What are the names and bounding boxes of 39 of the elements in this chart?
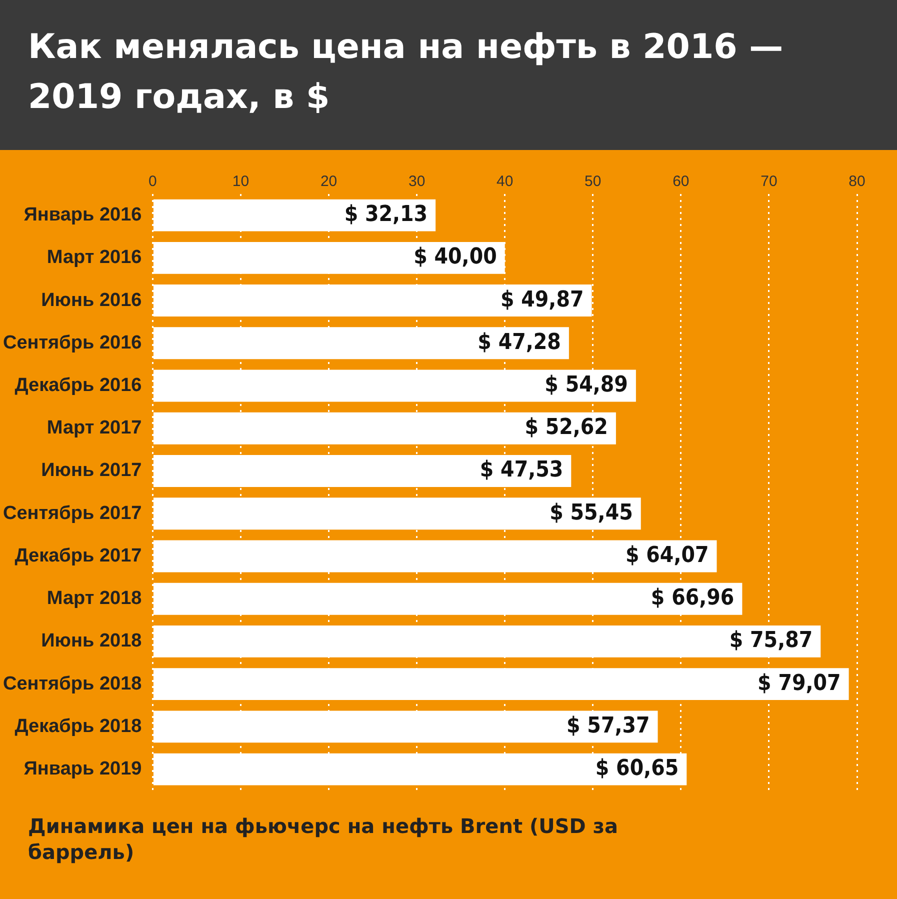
x-tick-label: 30	[408, 173, 426, 190]
data-label: $ 60,65	[595, 756, 679, 782]
data-label: $ 52,62	[524, 415, 608, 440]
data-label: $ 79,07	[758, 670, 841, 696]
data-label: $ 64,07	[625, 542, 709, 568]
y-tick-label: Июнь 2018	[41, 630, 142, 652]
data-label: $ 75,87	[729, 628, 813, 654]
x-tick-label: 10	[232, 173, 250, 190]
y-tick-label: Июнь 2017	[41, 460, 142, 482]
data-label: $ 54,89	[544, 372, 628, 398]
text: Динамика цен на фьючерс на нефть Brent (USD за баррель)	[27, 813, 619, 866]
data-label: $ 49,87	[500, 287, 584, 312]
y-tick-label: Январь 2019	[24, 758, 142, 780]
y-tick-label: Март 2016	[46, 247, 142, 268]
data-label: $ 47,53	[480, 458, 564, 483]
x-tick-label: 60	[672, 173, 690, 190]
y-tick-label: Сентябрь 2017	[2, 502, 142, 524]
data-label: $ 40,00	[414, 244, 497, 270]
y-tick-label: Декабрь 2016	[14, 375, 142, 396]
data-label: $ 47,28	[478, 330, 561, 355]
y-tick-label: Июнь 2016	[41, 290, 142, 311]
x-tick-label: 70	[760, 173, 778, 190]
y-tick-label: Март 2018	[46, 588, 142, 610]
x-tick-label: 40	[496, 173, 514, 190]
y-tick-label: Сентябрь 2018	[2, 673, 142, 694]
y-tick-label: Март 2017	[46, 418, 142, 439]
data-label: $ 55,45	[550, 500, 633, 526]
y-tick-label: Декабрь 2018	[14, 716, 142, 737]
y-tick-label: Сентябрь 2016	[2, 332, 142, 354]
data-label: $ 66,96	[650, 586, 734, 611]
x-tick-label: 20	[320, 173, 338, 190]
y-tick-label: Декабрь 2017	[14, 545, 142, 566]
data-label: $ 32,13	[344, 202, 428, 228]
x-tick-label: 50	[584, 173, 602, 190]
y-tick-label: Январь 2016	[24, 204, 142, 226]
data-label: $ 57,37	[566, 713, 650, 738]
chart-title: Как менялась цена на нефть в 2016 — 2019 годах, в $	[0, 0, 897, 150]
x-tick-label: 80	[848, 173, 866, 190]
x-tick-label: 0	[148, 173, 157, 190]
